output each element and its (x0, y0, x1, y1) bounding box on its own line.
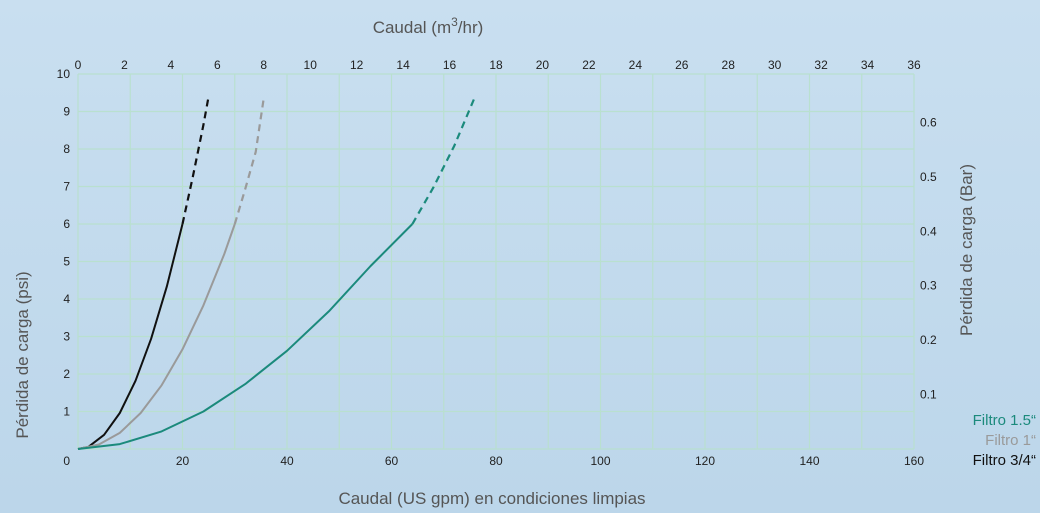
x-axis-ticks: 20 40 60 80 100 120 140 160 (176, 454, 925, 468)
y-axis-title: Pérdida de carga (psi) (13, 271, 32, 438)
series-line-solid-1 (77, 223, 236, 450)
x-tick-label: 120 (695, 454, 715, 468)
top-tick-label: 20 (536, 58, 550, 72)
x-axis-title: Caudal (US gpm) en condiciones limpias (338, 489, 645, 508)
y-tick-label: 8 (63, 142, 70, 156)
x-tick-label: 100 (590, 454, 610, 468)
series-line-dashed-1 (233, 96, 266, 225)
top-tick-label: 22 (582, 58, 596, 72)
series-line-dashed-0 (181, 96, 210, 225)
x-tick-label: 140 (799, 454, 819, 468)
top-tick-label: 2 (121, 58, 128, 72)
top-tick-label: 4 (168, 58, 175, 72)
right-tick-label: 0.3 (920, 279, 937, 293)
x-tick-label: 20 (176, 454, 190, 468)
top-tick-label: 6 (214, 58, 221, 72)
y-tick-label: 7 (63, 180, 70, 194)
right-axis-title: Pérdida de carga (Bar) (957, 164, 976, 336)
y-tick-label: 3 (63, 330, 70, 344)
series-line-solid-0 (77, 223, 184, 450)
y-tick-label: 9 (63, 105, 70, 119)
top-tick-label: 12 (350, 58, 364, 72)
top-tick-label: 32 (814, 58, 828, 72)
right-tick-label: 0.4 (920, 224, 937, 238)
top-tick-label: 34 (861, 58, 875, 72)
x-tick-label: 60 (385, 454, 399, 468)
top-tick-label: 14 (396, 58, 410, 72)
top-tick-label: 24 (629, 58, 643, 72)
right-tick-label: 0.1 (920, 388, 937, 402)
y-tick-label: 6 (63, 217, 70, 231)
grid (77, 73, 915, 450)
top-tick-label: 10 (304, 58, 318, 72)
series-line-dashed-2 (411, 96, 477, 225)
right-tick-label: 0.6 (920, 115, 937, 129)
top-tick-label: 28 (722, 58, 736, 72)
top-tick-label: 16 (443, 58, 457, 72)
y-tick-label: 10 (57, 67, 71, 81)
series-lines (77, 96, 477, 450)
x-tick-label: 160 (904, 454, 924, 468)
right-tick-label: 0.2 (920, 333, 937, 347)
y-tick-label: 2 (63, 367, 70, 381)
legend-entry: Filtro 3/4“ (973, 452, 1036, 469)
y-tick-label: 0 (63, 454, 70, 468)
top-tick-label: 8 (260, 58, 267, 72)
legend-entry: Filtro 1.5“ (973, 412, 1036, 429)
top-tick-label: 0 (75, 58, 82, 72)
top-tick-label: 18 (489, 58, 503, 72)
legend: Filtro 1.5“ Filtro 1“ Filtro 3/4“ (973, 412, 1036, 469)
right-tick-label: 0.5 (920, 170, 937, 184)
top-tick-label: 30 (768, 58, 782, 72)
top-tick-label: 26 (675, 58, 689, 72)
y-tick-label: 5 (63, 255, 70, 269)
x-tick-label: 40 (280, 454, 294, 468)
series-line-solid-2 (77, 223, 414, 450)
top-tick-label: 36 (907, 58, 921, 72)
y-tick-label: 4 (63, 292, 70, 306)
y-axis-ticks: 0 1 2 3 4 5 6 7 8 9 10 (57, 67, 71, 468)
top-axis-title: Caudal (m3/hr) (373, 15, 484, 37)
right-axis-ticks: 0.1 0.2 0.3 0.4 0.5 0.6 (920, 115, 937, 401)
x-tick-label: 80 (489, 454, 503, 468)
legend-entry: Filtro 1“ (985, 432, 1036, 449)
y-tick-label: 1 (63, 405, 70, 419)
top-axis-ticks: 0 2 4 6 8 10 12 14 16 18 20 22 24 26 28 30 32 34 36 (75, 58, 921, 72)
